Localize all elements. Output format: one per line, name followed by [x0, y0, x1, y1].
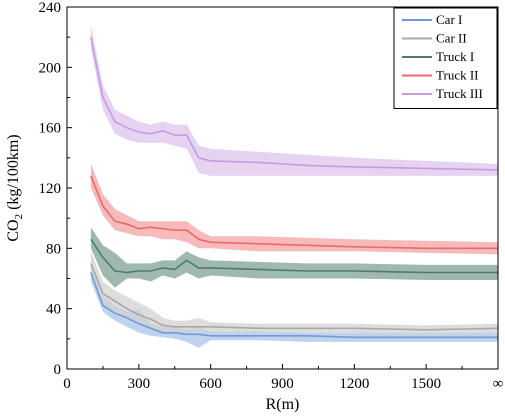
- y-tick-label: 200: [39, 60, 62, 76]
- x-tick-label: 1500: [411, 376, 441, 392]
- line-series-0: [90, 272, 498, 339]
- y-tick-label: 160: [39, 121, 62, 137]
- legend-label: Car I: [436, 12, 462, 27]
- series-lines: [90, 37, 499, 339]
- legend: Car I Car II Truck I Truck II Truck III: [393, 7, 498, 109]
- legend-box: [393, 7, 498, 109]
- line-series-3: [90, 175, 498, 250]
- band-series-4: [90, 25, 499, 176]
- x-tick-label: 0: [63, 376, 71, 392]
- y-tick-label: 0: [54, 362, 62, 378]
- x-tick-label: 1200: [339, 376, 369, 392]
- band-series-1: [90, 251, 499, 335]
- legend-label: Truck III: [436, 86, 483, 101]
- band-series-0: [90, 260, 499, 348]
- x-tick-label: 600: [199, 376, 222, 392]
- legend-label: Truck I: [436, 49, 474, 64]
- y-axis-title-subscript: 2: [13, 214, 25, 220]
- x-tick-label: 300: [128, 376, 151, 392]
- x-tick-label: 900: [271, 376, 294, 392]
- y-tick-label: 240: [39, 0, 62, 16]
- y-tick-label: 80: [46, 241, 61, 257]
- x-tick-label: ∞: [493, 376, 504, 392]
- y-axis-title: CO2 (kg/100km): [5, 134, 25, 241]
- y-axis: 0 40 80 120 160 200 240: [39, 0, 72, 378]
- x-axis-title: R(m): [266, 396, 300, 413]
- y-tick-label: 40: [46, 302, 61, 318]
- band-series-3: [90, 163, 499, 255]
- y-axis-title-rest: (kg/100km): [5, 134, 22, 214]
- line-series-2: [90, 238, 498, 274]
- legend-label: Truck II: [436, 68, 479, 83]
- legend-label: Car II: [436, 31, 467, 46]
- y-tick-label: 120: [39, 181, 62, 197]
- x-axis: 0 300 600 900 1200 1500 ∞: [63, 364, 503, 392]
- line-series-4: [90, 37, 499, 171]
- y-axis-title-base: CO: [5, 219, 22, 241]
- line-series-1: [90, 263, 499, 331]
